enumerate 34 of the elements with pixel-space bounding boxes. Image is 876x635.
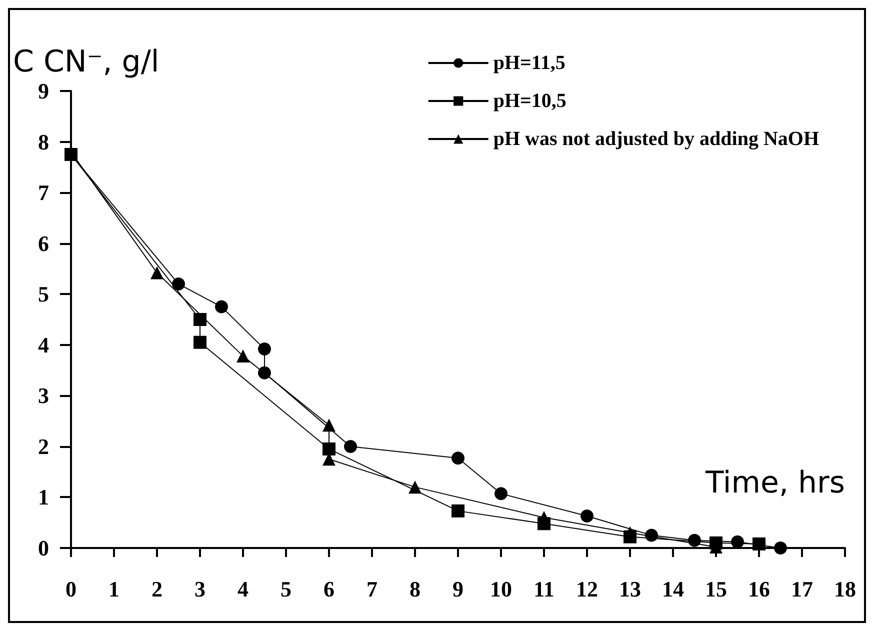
y-tick-label: 5: [38, 282, 49, 307]
legend-label: pH=11,5: [493, 52, 566, 74]
y-tick-label: 2: [38, 434, 49, 459]
x-tick-label: 12: [576, 576, 598, 602]
x-tick-label: 6: [324, 576, 334, 602]
x-tick-label: 2: [152, 576, 162, 602]
x-tick-label: 5: [280, 576, 292, 602]
y-tick-label: 0: [38, 536, 49, 560]
y-tick-label: 9: [38, 78, 49, 104]
x-tick-label: 0: [66, 576, 76, 602]
y-tick-label: 3: [38, 383, 49, 408]
legend-label: pH was not adjusted by adding NaOH: [493, 128, 820, 150]
x-tick-label: 16: [748, 576, 770, 602]
x-tick-label: 14: [662, 576, 684, 602]
x-tick-label: 3: [194, 576, 206, 602]
y-tick-label: 7: [38, 180, 49, 206]
x-tick-label: 9: [452, 576, 464, 602]
y-tick-label: 8: [38, 129, 49, 154]
y-axis-title: C CN⁻, g/l: [13, 44, 160, 80]
legend-label: pH=10,5: [493, 90, 566, 112]
x-tick-label: 18: [834, 576, 856, 602]
x-tick-label: 10: [490, 576, 512, 602]
y-tick-label: 1: [38, 484, 49, 510]
x-tick-label: 17: [791, 576, 813, 602]
x-tick-label: 11: [534, 576, 554, 602]
point: [774, 542, 787, 554]
y-tick-label: 6: [38, 230, 49, 256]
x-tick-label: 8: [410, 576, 420, 602]
x-tick-label: 13: [619, 576, 641, 602]
y-tick-label: 4: [38, 332, 49, 358]
x-tick-label: 1: [108, 576, 120, 602]
x-tick-label: 7: [366, 576, 378, 602]
x-tick-label: 4: [238, 576, 248, 602]
x-tick-label: 15: [705, 576, 727, 602]
